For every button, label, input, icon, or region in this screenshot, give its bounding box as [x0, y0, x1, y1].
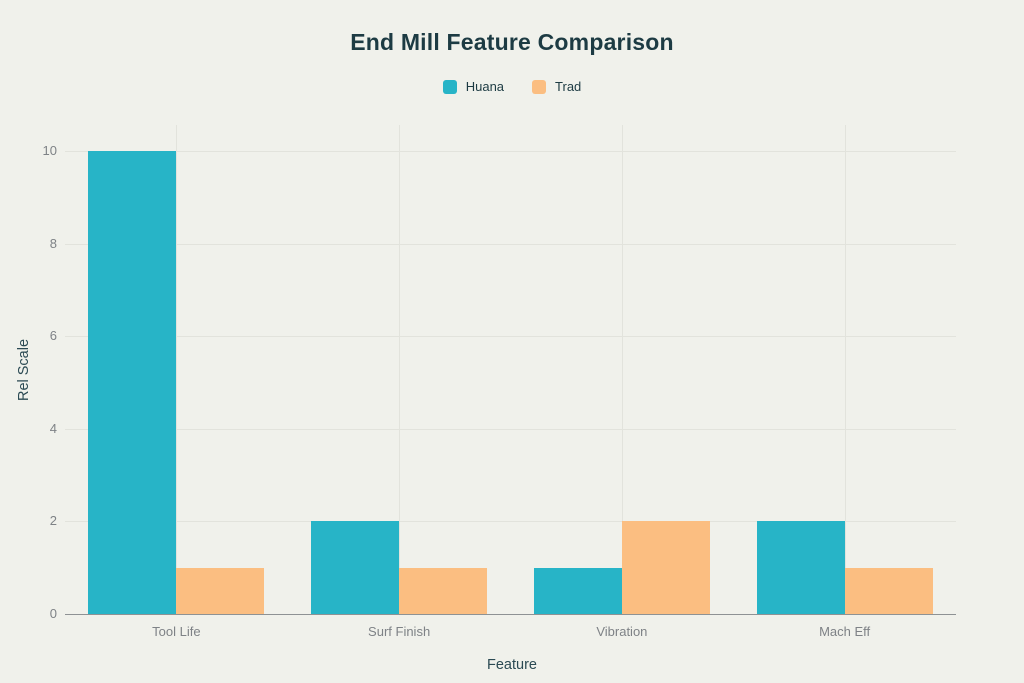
y-tick-label-8: 8 — [49, 235, 57, 251]
chart-legend: Huana Trad — [0, 79, 1024, 94]
x-axis-title: Feature — [487, 657, 537, 673]
bar-huana-vibration — [533, 567, 622, 614]
y-tick-label-4: 4 — [49, 420, 57, 436]
x-axis-line — [65, 614, 956, 615]
x-category-label-tool-life: Tool Life — [152, 624, 201, 639]
gridline-vertical-mach-eff — [844, 125, 846, 614]
legend-swatch-trad — [532, 79, 547, 94]
x-category-label-vibration: Vibration — [596, 624, 648, 639]
gridline-y-6 — [65, 336, 956, 338]
bar-huana-surf-finish — [311, 521, 400, 614]
gridline-vertical-tool-life — [176, 125, 178, 614]
gridline-vertical-vibration — [621, 125, 623, 614]
y-axis-title: Rel Scale — [16, 338, 32, 402]
bar-huana-mach-eff — [756, 521, 845, 614]
legend-label-huana: Huana — [465, 79, 505, 94]
gridline-y-4 — [65, 428, 956, 430]
gridline-vertical-surf-finish — [399, 125, 401, 614]
gridline-y-2 — [65, 521, 956, 523]
legend-swatch-huana — [442, 79, 457, 94]
bar-trad-tool-life — [176, 567, 265, 614]
y-tick-label-10: 10 — [42, 143, 57, 158]
x-category-label-surf-finish: Surf Finish — [368, 624, 431, 639]
bar-huana-tool-life — [88, 151, 177, 614]
gridline-y-10 — [65, 151, 956, 152]
chart-title: End Mill Feature Comparison — [350, 29, 674, 55]
bar-trad-surf-finish — [399, 567, 488, 614]
legend-item-trad[interactable]: Trad — [532, 79, 581, 94]
y-tick-label-6: 6 — [49, 328, 57, 344]
legend-item-huana[interactable]: Huana — [442, 79, 505, 94]
x-category-label-mach-eff: Mach Eff — [819, 624, 871, 639]
bar-trad-mach-eff — [844, 567, 933, 614]
y-tick-label-2: 2 — [49, 513, 57, 529]
legend-label-trad: Trad — [555, 79, 582, 94]
gridline-y-8 — [65, 243, 956, 245]
bar-trad-vibration — [621, 521, 710, 614]
y-tick-label-0: 0 — [49, 606, 57, 621]
